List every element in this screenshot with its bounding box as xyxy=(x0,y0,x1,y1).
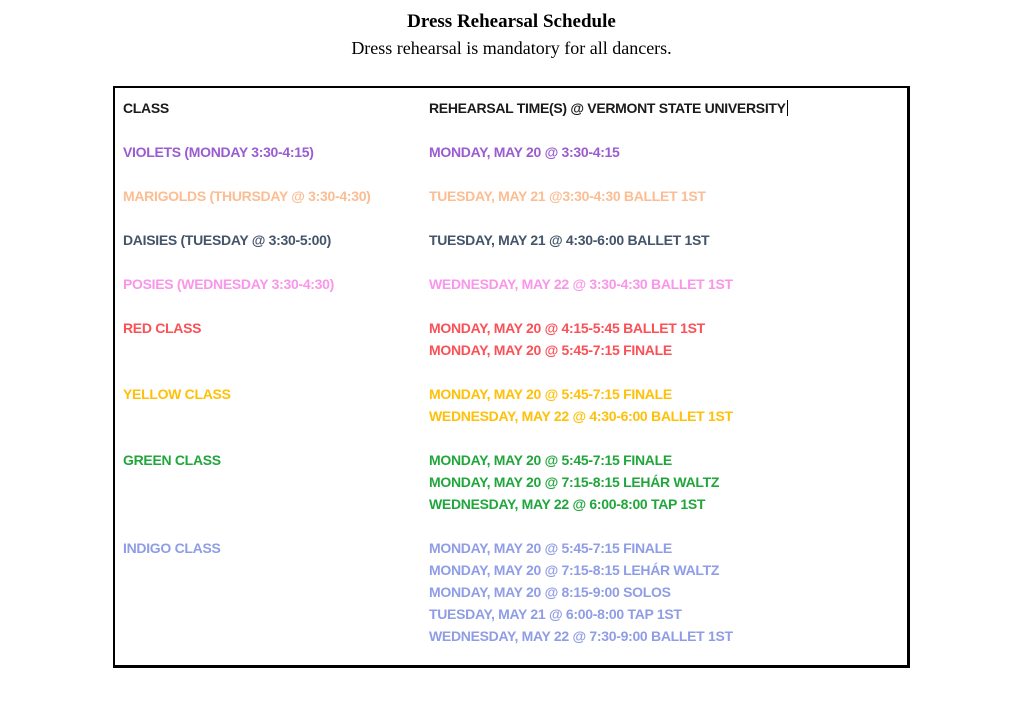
class-name: GREEN CLASS xyxy=(123,452,221,468)
class-name: RED CLASS xyxy=(123,320,202,336)
table-header-row: CLASS REHEARSAL TIME(S) @ VERMONT STATE … xyxy=(123,97,899,119)
rehearsal-time-line: MONDAY, MAY 20 @ 5:45-7:15 FINALE xyxy=(429,386,672,402)
rehearsal-time-line: MONDAY, MAY 20 @ 4:15-5:45 BALLET 1ST xyxy=(429,320,705,336)
header-times-label: REHEARSAL TIME(S) @ VERMONT STATE UNIVER… xyxy=(429,100,786,116)
table-row: DAISIES (TUESDAY @ 3:30-5:00) TUESDAY, M… xyxy=(123,229,899,251)
header-class: CLASS xyxy=(123,100,169,116)
rehearsal-time-line: MONDAY, MAY 20 @ 5:45-7:15 FINALE xyxy=(429,452,672,468)
table-row: INDIGO CLASS MONDAY, MAY 20 @ 5:45-7:15 … xyxy=(123,537,899,647)
rehearsal-time-line: TUESDAY, MAY 21 @ 6:00-8:00 TAP 1ST xyxy=(429,606,682,622)
rehearsal-time-line: WEDNESDAY, MAY 22 @ 6:00-8:00 TAP 1ST xyxy=(429,496,706,512)
class-name: MARIGOLDS (THURSDAY @ 3:30-4:30) xyxy=(123,188,371,204)
document-header: Dress Rehearsal Schedule Dress rehearsal… xyxy=(0,9,1023,61)
rehearsal-time-line: MONDAY, MAY 20 @ 7:15-8:15 LEHÁR WALTZ xyxy=(429,562,720,578)
rehearsal-time-line: WEDNESDAY, MAY 22 @ 4:30-6:00 BALLET 1ST xyxy=(429,408,733,424)
text-cursor xyxy=(786,100,789,116)
table-row: YELLOW CLASS MONDAY, MAY 20 @ 5:45-7:15 … xyxy=(123,383,899,427)
class-name: INDIGO CLASS xyxy=(123,540,221,556)
table-row: RED CLASS MONDAY, MAY 20 @ 4:15-5:45 BAL… xyxy=(123,317,899,361)
schedule-table[interactable]: CLASS REHEARSAL TIME(S) @ VERMONT STATE … xyxy=(113,86,910,668)
class-name: YELLOW CLASS xyxy=(123,386,231,402)
table-row: VIOLETS (MONDAY 3:30-4:15) MONDAY, MAY 2… xyxy=(123,141,899,163)
rehearsal-times: MONDAY, MAY 20 @ 5:45-7:15 FINALE MONDAY,… xyxy=(429,537,899,647)
rehearsal-times: TUESDAY, MAY 21 @3:30-4:30 BALLET 1ST xyxy=(429,185,899,207)
rehearsal-times: MONDAY, MAY 20 @ 5:45-7:15 FINALE MONDAY,… xyxy=(429,449,899,515)
rehearsal-times: TUESDAY, MAY 21 @ 4:30-6:00 BALLET 1ST xyxy=(429,229,899,251)
table-row: MARIGOLDS (THURSDAY @ 3:30-4:30) TUESDAY… xyxy=(123,185,899,207)
rehearsal-time-line: MONDAY, MAY 20 @ 3:30-4:15 xyxy=(429,144,620,160)
header-times[interactable]: REHEARSAL TIME(S) @ VERMONT STATE UNIVER… xyxy=(429,97,899,119)
rehearsal-time-line: WEDNESDAY, MAY 22 @ 3:30-4:30 BALLET 1ST xyxy=(429,276,733,292)
rehearsal-times: WEDNESDAY, MAY 22 @ 3:30-4:30 BALLET 1ST xyxy=(429,273,899,295)
rehearsal-times: MONDAY, MAY 20 @ 3:30-4:15 xyxy=(429,141,899,163)
class-name: DAISIES (TUESDAY @ 3:30-5:00) xyxy=(123,232,332,248)
page-title: Dress Rehearsal Schedule xyxy=(407,11,616,32)
rehearsal-time-line: TUESDAY, MAY 21 @3:30-4:30 BALLET 1ST xyxy=(429,188,706,204)
rehearsal-time-line: TUESDAY, MAY 21 @ 4:30-6:00 BALLET 1ST xyxy=(429,232,710,248)
class-name: VIOLETS (MONDAY 3:30-4:15) xyxy=(123,144,314,160)
rehearsal-time-line: MONDAY, MAY 20 @ 5:45-7:15 FINALE xyxy=(429,342,672,358)
schedule-rows: VIOLETS (MONDAY 3:30-4:15) MONDAY, MAY 2… xyxy=(123,141,899,647)
page-subtitle: Dress rehearsal is mandatory for all dan… xyxy=(351,38,672,58)
rehearsal-times: MONDAY, MAY 20 @ 5:45-7:15 FINALE WEDNESD… xyxy=(429,383,899,427)
table-row: POSIES (WEDNESDAY 3:30-4:30) WEDNESDAY, … xyxy=(123,273,899,295)
class-name: POSIES (WEDNESDAY 3:30-4:30) xyxy=(123,276,335,292)
rehearsal-time-line: MONDAY, MAY 20 @ 5:45-7:15 FINALE xyxy=(429,540,672,556)
rehearsal-time-line: MONDAY, MAY 20 @ 8:15-9:00 SOLOS xyxy=(429,584,671,600)
rehearsal-time-line: WEDNESDAY, MAY 22 @ 7:30-9:00 BALLET 1ST xyxy=(429,628,733,644)
rehearsal-time-line: MONDAY, MAY 20 @ 7:15-8:15 LEHÁR WALTZ xyxy=(429,474,720,490)
rehearsal-times: MONDAY, MAY 20 @ 4:15-5:45 BALLET 1ST MON… xyxy=(429,317,899,361)
table-row: GREEN CLASS MONDAY, MAY 20 @ 5:45-7:15 F… xyxy=(123,449,899,515)
